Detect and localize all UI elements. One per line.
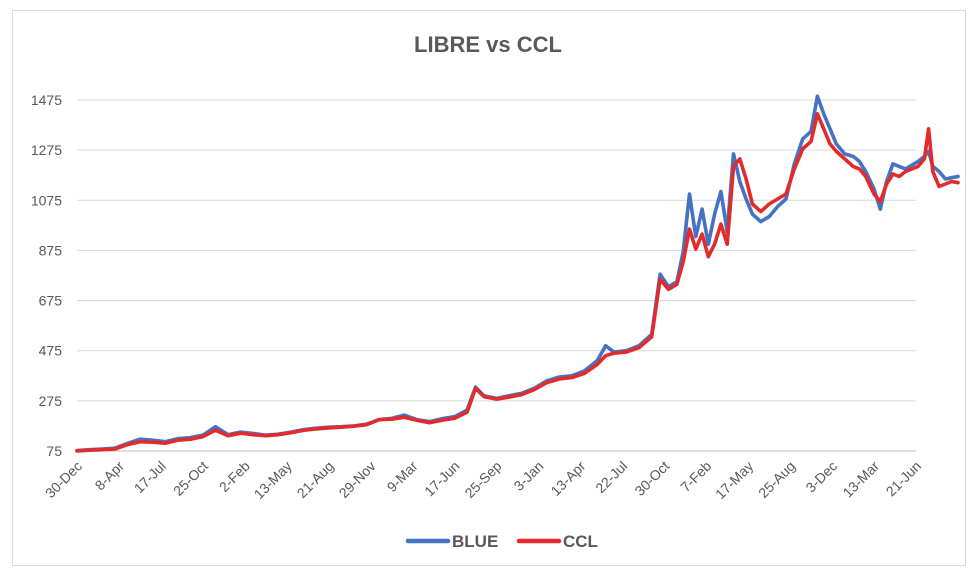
y-tick-label: 875 [39,242,63,258]
y-tick-label: 275 [39,393,63,409]
x-tick-label: 25-Oct [170,458,211,499]
y-tick-label: 475 [39,343,63,359]
legend: BLUE CCL [405,532,598,551]
y-tick-label: 1475 [31,92,62,108]
x-tick-label: 30-Oct [631,458,672,499]
y-tick-label: 675 [39,293,63,309]
x-tick-label: 3-Dec [802,458,840,496]
x-tick-label: 13-Mar [839,458,882,501]
series-lines [75,94,960,453]
x-tick-label: 2-Feb [216,458,253,495]
y-tick-label: 75 [46,443,62,459]
x-tick-label: 21-Jun [883,458,925,500]
x-axis-ticks: 30-Dec 8-Apr 17-Jul 25-Oct 2-Feb13-May21-Aug… [42,458,924,503]
y-axis-ticks: 75 275 475 675 875 1075 1275 1475 [31,92,62,459]
x-tick-label: 22-Jul [592,458,630,496]
x-tick-label: 29-Nov [336,458,379,501]
chart-frame [12,10,966,566]
x-tick-label: 30-Dec [42,458,85,501]
x-tick-label: 13-Apr [547,458,588,499]
x-tick-label: 17-May [712,458,756,502]
series-line-ccl [75,112,960,453]
x-tick-label: 25-Sep [461,458,504,501]
x-tick-label: 9-Mar [384,458,421,495]
x-tick-label: 25-Aug [755,458,798,501]
x-tick-label: 17-Jun [421,458,463,500]
y-tick-label: 1075 [31,192,62,208]
legend-label-blue: BLUE [452,532,498,551]
x-tick-label: 8-Apr [92,458,128,494]
legend-label-ccl: CCL [563,532,598,551]
x-tick-label: 7-Feb [677,458,714,495]
y-tick-label: 1275 [31,142,62,158]
x-tick-label: 21-Aug [294,458,337,501]
chart-title: LIBRE vs CCL [414,32,562,57]
x-tick-label: 3-Jan [510,458,546,494]
x-tick-label: 13-May [251,458,295,502]
series-line-blue [75,94,960,453]
x-tick-label: 17-Jul [131,458,169,496]
